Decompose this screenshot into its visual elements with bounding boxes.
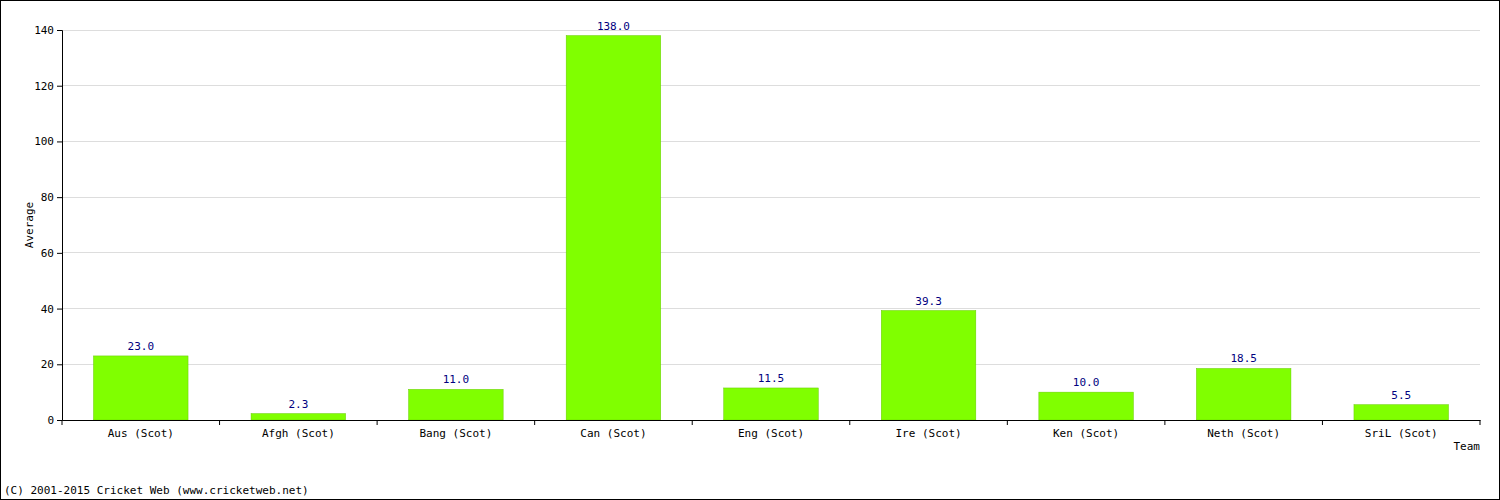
x-separator bbox=[534, 420, 535, 425]
x-tick-label: Aus (Scot) bbox=[108, 427, 174, 440]
x-axis-title: Team bbox=[1454, 440, 1481, 453]
data-label: 39.3 bbox=[915, 295, 942, 308]
bar bbox=[251, 414, 346, 420]
y-tick-mark bbox=[57, 30, 62, 31]
x-separator bbox=[692, 420, 693, 425]
x-tick-label: Eng (Scot) bbox=[738, 427, 804, 440]
y-tick: 120 bbox=[34, 80, 62, 93]
y-tick-mark bbox=[57, 309, 62, 310]
bar bbox=[94, 356, 189, 420]
x-separator bbox=[377, 420, 378, 425]
data-label: 23.0 bbox=[128, 340, 154, 353]
x-separator bbox=[1322, 420, 1323, 425]
y-tick-mark bbox=[57, 364, 62, 365]
y-tick-mark bbox=[57, 420, 62, 421]
y-axis-line bbox=[57, 31, 63, 421]
x-tick: Ken (Scot) bbox=[1053, 420, 1119, 440]
x-separator bbox=[219, 420, 220, 425]
y-tick: 0 bbox=[47, 414, 62, 427]
x-tick: SriL (Scot) bbox=[1365, 420, 1438, 440]
data-label: 10.0 bbox=[1073, 376, 1100, 389]
grid-line bbox=[62, 364, 1480, 365]
x-separator bbox=[62, 420, 63, 425]
x-separator bbox=[849, 420, 850, 425]
x-tick: Afgh (Scot) bbox=[262, 420, 335, 440]
y-tick-label: 20 bbox=[41, 358, 54, 371]
y-tick: 100 bbox=[34, 135, 62, 148]
x-tick-label: Ken (Scot) bbox=[1053, 427, 1119, 440]
x-tick-label: Bang (Scot) bbox=[419, 427, 492, 440]
grid bbox=[62, 30, 1480, 420]
grid-line bbox=[62, 197, 1480, 198]
grid-line bbox=[62, 308, 1480, 309]
x-tick-label: Afgh (Scot) bbox=[262, 427, 335, 440]
bar bbox=[1196, 368, 1291, 420]
x-tick: Neth (Scot) bbox=[1207, 420, 1280, 440]
grid-line bbox=[62, 141, 1480, 142]
x-separators bbox=[62, 420, 1480, 425]
data-label: 5.5 bbox=[1391, 389, 1411, 402]
y-tick-label: 60 bbox=[41, 247, 54, 260]
grid-line bbox=[62, 252, 1480, 253]
x-tick-label: SriL (Scot) bbox=[1365, 427, 1438, 440]
bar bbox=[1354, 405, 1449, 420]
x-tick: Can (Scot) bbox=[580, 420, 646, 440]
data-label: 11.5 bbox=[758, 372, 785, 385]
y-axis: 0 20 40 60 80 100 120 140 bbox=[34, 24, 62, 427]
bar bbox=[1039, 392, 1134, 420]
x-tick-label: Ire (Scot) bbox=[895, 427, 961, 440]
y-tick-label: 80 bbox=[41, 191, 54, 204]
data-label: 138.0 bbox=[597, 20, 630, 33]
y-tick-label: 40 bbox=[41, 303, 54, 316]
x-separator bbox=[1164, 420, 1165, 425]
x-axis-line bbox=[63, 420, 1481, 421]
x-tick: Eng (Scot) bbox=[738, 420, 804, 440]
y-tick-mark bbox=[57, 86, 62, 87]
annotation: (C) 2001-2015 Cricket Web (www.cricketwe… bbox=[4, 484, 309, 497]
border bbox=[1, 1, 1500, 500]
x-tick: Aus (Scot) bbox=[108, 420, 174, 440]
x-separator bbox=[1007, 420, 1008, 425]
bars bbox=[94, 36, 1449, 420]
grid-line bbox=[62, 30, 1480, 31]
y-tick: 60 bbox=[41, 247, 62, 260]
y-axis-title: Average bbox=[23, 202, 36, 248]
x-tick-label: Can (Scot) bbox=[580, 427, 646, 440]
y-tick: 40 bbox=[41, 303, 62, 316]
data-label: 2.3 bbox=[288, 398, 308, 411]
x-separator bbox=[1480, 420, 1481, 425]
bar bbox=[409, 389, 504, 420]
chart: 23.0 2.3 11.0 138.0 11.5 39.3 10.0 18.5 5.5 0 20 40… bbox=[0, 0, 1500, 500]
y-tick: 20 bbox=[41, 358, 62, 371]
bar bbox=[881, 311, 976, 420]
y-tick-mark bbox=[57, 253, 62, 254]
grid-line bbox=[62, 85, 1480, 86]
y-tick: 140 bbox=[34, 24, 62, 37]
bar bbox=[566, 36, 661, 420]
x-tick-label: Neth (Scot) bbox=[1207, 427, 1280, 440]
x-tick: Bang (Scot) bbox=[419, 420, 492, 440]
data-label: 18.5 bbox=[1230, 352, 1257, 365]
y-tick-label: 140 bbox=[34, 24, 54, 37]
bar bbox=[724, 388, 819, 420]
y-tick-label: 0 bbox=[47, 414, 54, 427]
y-tick-mark bbox=[57, 141, 62, 142]
y-tick-label: 120 bbox=[34, 80, 54, 93]
y-tick-label: 100 bbox=[34, 135, 54, 148]
y-tick-mark bbox=[57, 197, 62, 198]
x-axis: Aus (Scot) Afgh (Scot) Bang (Scot) Can (Sco… bbox=[62, 420, 1481, 440]
y-tick: 80 bbox=[41, 191, 62, 204]
x-tick: Ire (Scot) bbox=[895, 420, 961, 440]
data-labels: 23.0 2.3 11.0 138.0 11.5 39.3 10.0 18.5 5.5 bbox=[128, 20, 1412, 411]
data-label: 11.0 bbox=[443, 373, 470, 386]
plot: 23.0 2.3 11.0 138.0 11.5 39.3 10.0 18.5 5.5 0 20 40… bbox=[34, 20, 1480, 440]
